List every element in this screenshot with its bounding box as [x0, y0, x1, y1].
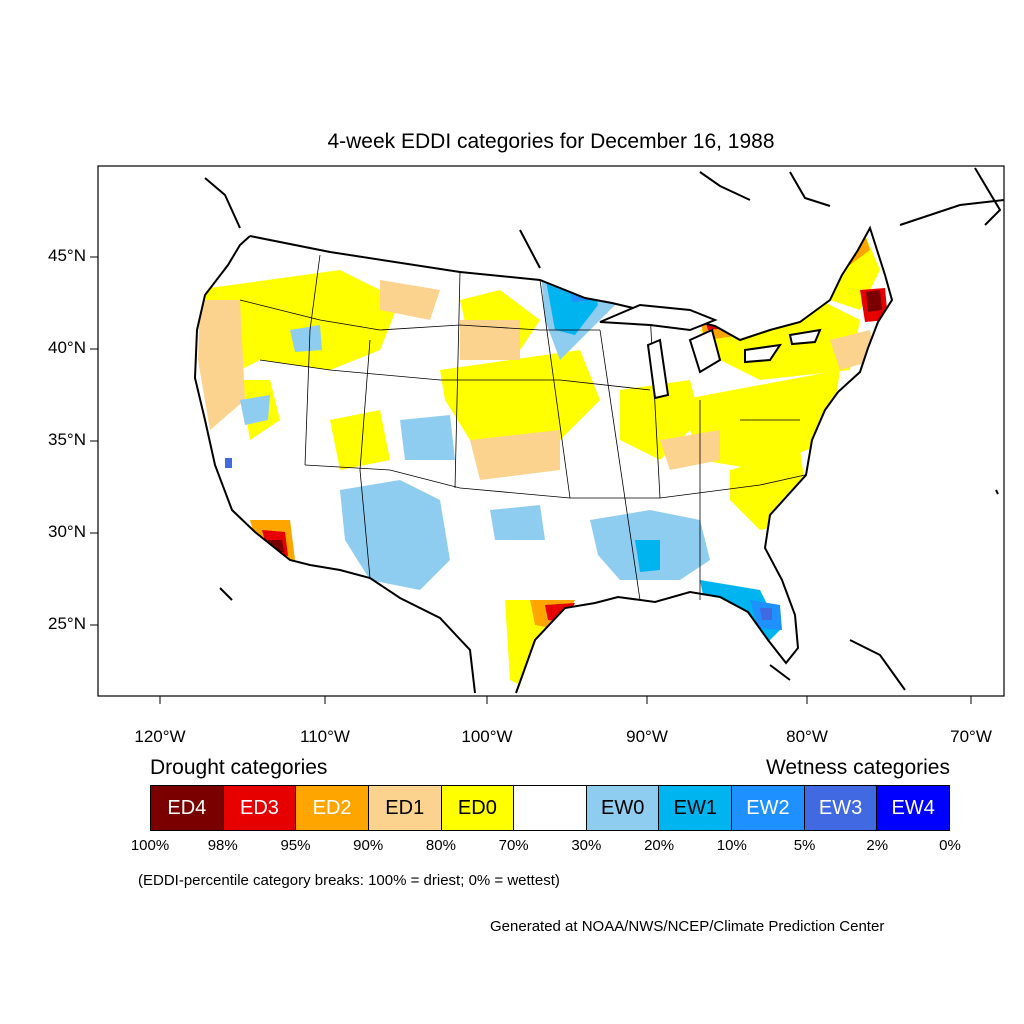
- percent-break-label: 70%: [498, 837, 529, 854]
- legend-note: (EDDI-percentile category breaks: 100% =…: [138, 872, 560, 889]
- lon-label: 110°W: [300, 727, 350, 746]
- lon-label: 90°W: [626, 727, 668, 746]
- legend-swatch: [514, 786, 587, 830]
- lat-label: 40°N: [48, 338, 86, 357]
- percent-break-label: 98%: [207, 837, 238, 854]
- percent-break-label: 10%: [716, 837, 747, 854]
- percent-break-label: 20%: [644, 837, 675, 854]
- lon-label: 100°W: [461, 727, 513, 746]
- lat-label: 35°N: [48, 430, 86, 449]
- percent-break-label: 2%: [866, 837, 889, 854]
- lon-label: 70°W: [950, 727, 992, 746]
- legend-swatch: EW4: [877, 786, 950, 830]
- lat-label: 30°N: [48, 522, 86, 541]
- wetness-heading: Wetness categories: [765, 756, 950, 779]
- percent-break-label: 90%: [353, 837, 384, 854]
- legend-swatch: ED4: [151, 786, 224, 830]
- percent-break-label: 30%: [571, 837, 602, 854]
- percent-break-label: 0%: [939, 837, 961, 854]
- legend-swatch: ED3: [223, 786, 297, 830]
- legend-swatch: ED0: [441, 786, 515, 830]
- percent-break-label: 80%: [425, 837, 456, 854]
- percent-break-label: 95%: [280, 837, 311, 854]
- map-title: 4-week EDDI categories for December 16, …: [327, 130, 775, 153]
- lat-label: 45°N: [48, 246, 86, 265]
- legend-swatch: EW3: [804, 786, 878, 830]
- category-legend: ED4 ED3 ED2 ED1 ED0 EW0 EW1 EW2 EW3 EW4: [150, 785, 950, 831]
- legend-swatch: EW2: [732, 786, 805, 830]
- percent-break-label: 100%: [130, 837, 170, 854]
- drought-heading: Drought categories: [150, 756, 328, 779]
- legend-swatch: ED1: [368, 786, 442, 830]
- percent-break-label: 5%: [793, 837, 816, 854]
- lon-label: 80°W: [786, 727, 828, 746]
- lon-label: 120°W: [134, 727, 186, 746]
- legend-swatch: EW1: [659, 786, 733, 830]
- legend-swatch: ED2: [296, 786, 369, 830]
- legend-swatch: EW0: [586, 786, 660, 830]
- credit-line: Generated at NOAA/NWS/NCEP/Climate Predi…: [490, 918, 885, 935]
- lat-label: 25°N: [48, 614, 86, 633]
